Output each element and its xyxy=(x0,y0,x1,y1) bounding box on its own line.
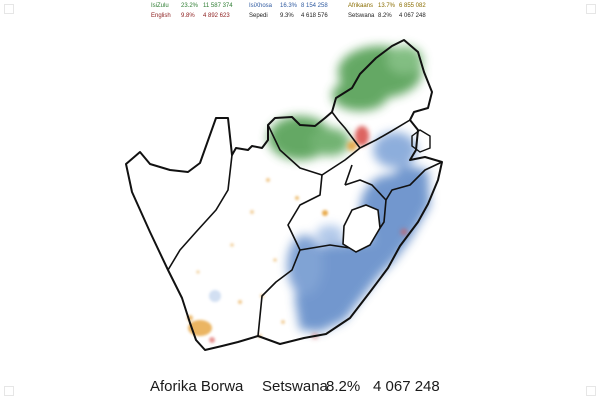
legend-percent-english: 9.8% xyxy=(181,13,195,19)
eswatini-border xyxy=(411,129,431,153)
legend-count-english: 4 892 623 xyxy=(203,13,230,19)
language-legend: IsiZulu 23.2% 11 587 374 IsiXhosa 16.3% … xyxy=(0,3,600,25)
legend-count-isixhosa: 8 154 258 xyxy=(301,3,328,9)
density-green-region xyxy=(268,46,423,160)
legend-percent-afrikaans: 13.7% xyxy=(378,3,396,9)
legend-count-sepedi: 4 618 576 xyxy=(301,13,328,19)
corner-mark xyxy=(4,4,14,14)
legend-language-english: English xyxy=(151,13,171,19)
legend-percent-sepedi: 9.3% xyxy=(280,13,294,19)
corner-mark xyxy=(4,386,14,396)
legend-percent-setswana: 8.2% xyxy=(378,13,392,19)
caption-bar: Aforika Borwa Setswana 8.2% 4 067 248 xyxy=(0,378,600,398)
legend-language-afrikaans: Afrikaans xyxy=(348,3,374,9)
legend-count-isizulu: 11 587 374 xyxy=(203,3,233,9)
country-name: Aforika Borwa xyxy=(150,378,244,395)
corner-mark xyxy=(586,386,596,396)
legend-count-afrikaans: 6 855 082 xyxy=(399,3,426,9)
selected-percent: 8.2% xyxy=(326,378,361,395)
lesotho-border xyxy=(342,204,381,253)
density-orange-spots xyxy=(187,178,328,343)
density-red-spots xyxy=(312,126,407,339)
corner-mark xyxy=(586,4,596,14)
legend-language-setswana: Setswana xyxy=(348,13,375,19)
legend-language-sepedi: Sepedi xyxy=(249,13,268,19)
selected-language: Setswana xyxy=(262,378,328,395)
legend-percent-isizulu: 23.2% xyxy=(181,3,199,9)
legend-percent-isixhosa: 16.3% xyxy=(280,3,298,9)
legend-language-isixhosa: IsiXhosa xyxy=(249,3,273,9)
selected-count: 4 067 248 xyxy=(373,378,440,395)
legend-count-setswana: 4 067 248 xyxy=(399,13,426,19)
legend-language-isizulu: IsiZulu xyxy=(151,3,169,9)
